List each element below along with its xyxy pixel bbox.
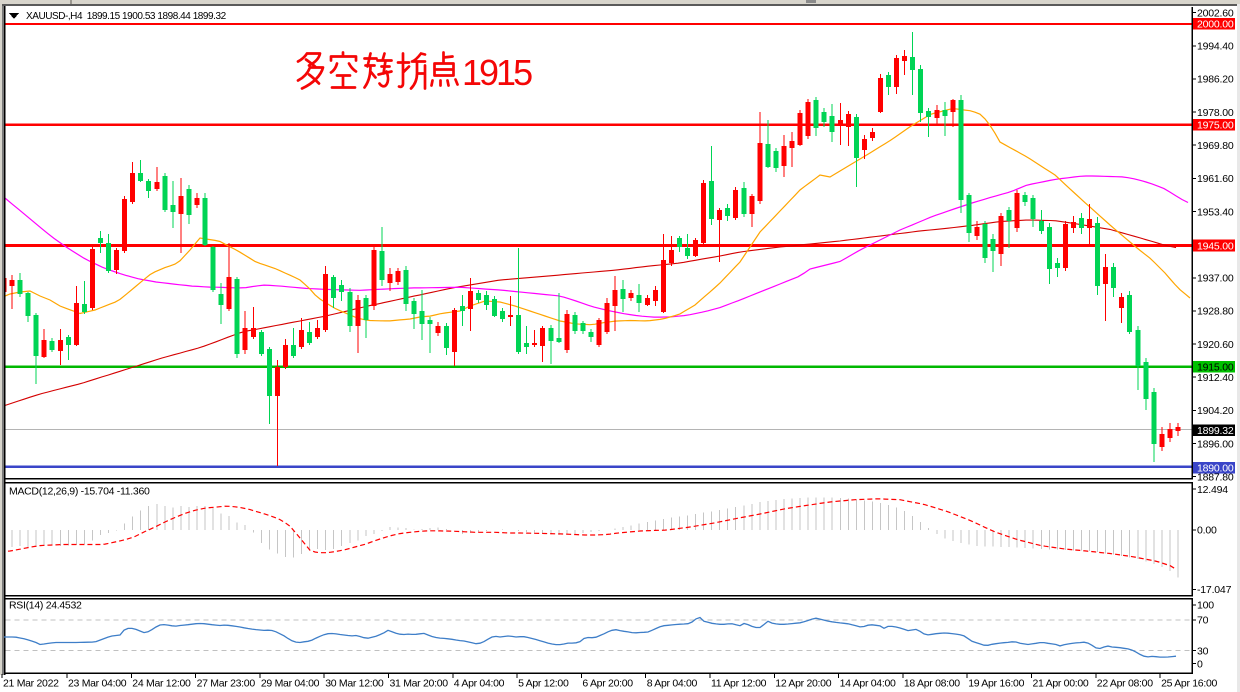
svg-text:1986.20: 1986.20	[1197, 74, 1234, 86]
svg-text:1887.80: 1887.80	[1197, 472, 1234, 484]
svg-text:1961.60: 1961.60	[1197, 173, 1234, 185]
svg-text:-17.047: -17.047	[1197, 584, 1232, 596]
svg-text:1975.00: 1975.00	[1197, 120, 1234, 132]
svg-text:23 Mar 04:00: 23 Mar 04:00	[68, 678, 127, 690]
svg-text:1969.80: 1969.80	[1197, 140, 1234, 152]
svg-text:1915: 1915	[462, 52, 532, 93]
svg-text:XAUUSD-,H4 1899.15 1900.53 18: XAUUSD-,H4 1899.15 1900.53 1898.44 1899.…	[26, 11, 227, 22]
svg-text:21 Mar 2022: 21 Mar 2022	[3, 678, 59, 690]
svg-text:1904.20: 1904.20	[1197, 405, 1234, 417]
svg-text:31 Mar 20:00: 31 Mar 20:00	[390, 678, 449, 690]
svg-text:RSI(14) 24.4532: RSI(14) 24.4532	[9, 600, 82, 612]
svg-text:1899.32: 1899.32	[1197, 425, 1234, 437]
svg-text:1928.80: 1928.80	[1197, 306, 1234, 318]
svg-text:18 Apr 08:00: 18 Apr 08:00	[904, 678, 960, 690]
svg-text:70: 70	[1197, 615, 1209, 627]
svg-text:1945.00: 1945.00	[1197, 240, 1234, 252]
svg-text:22 Apr 08:00: 22 Apr 08:00	[1097, 678, 1153, 690]
svg-text:0: 0	[1197, 658, 1203, 670]
svg-text:1912.40: 1912.40	[1197, 372, 1234, 384]
svg-text:1937.00: 1937.00	[1197, 273, 1234, 285]
svg-text:19 Apr 16:00: 19 Apr 16:00	[968, 678, 1024, 690]
svg-text:1953.40: 1953.40	[1197, 206, 1234, 218]
svg-text:1978.00: 1978.00	[1197, 107, 1234, 119]
svg-text:27 Mar 23:00: 27 Mar 23:00	[197, 678, 256, 690]
svg-text:5 Apr 12:00: 5 Apr 12:00	[518, 678, 569, 690]
svg-text:6 Apr 20:00: 6 Apr 20:00	[582, 678, 633, 690]
svg-text:1920.60: 1920.60	[1197, 339, 1234, 351]
svg-text:0.00: 0.00	[1197, 525, 1217, 537]
svg-text:MACD(12,26,9) -15.704 -11.360: MACD(12,26,9) -15.704 -11.360	[9, 486, 150, 498]
svg-text:30 Mar 12:00: 30 Mar 12:00	[325, 678, 384, 690]
svg-text:25 Apr 16:00: 25 Apr 16:00	[1161, 678, 1217, 690]
svg-text:1915.00: 1915.00	[1197, 361, 1234, 373]
svg-text:2002.60: 2002.60	[1197, 7, 1234, 19]
svg-text:21 Apr 00:00: 21 Apr 00:00	[1033, 678, 1089, 690]
svg-text:1994.40: 1994.40	[1197, 41, 1234, 53]
svg-text:30: 30	[1197, 645, 1209, 657]
svg-text:29 Mar 04:00: 29 Mar 04:00	[261, 678, 320, 690]
svg-text:4 Apr 04:00: 4 Apr 04:00	[454, 678, 505, 690]
svg-text:1896.00: 1896.00	[1197, 438, 1234, 450]
svg-text:1890.00: 1890.00	[1197, 463, 1234, 475]
svg-text:8 Apr 04:00: 8 Apr 04:00	[647, 678, 698, 690]
svg-text:14 Apr 04:00: 14 Apr 04:00	[840, 678, 896, 690]
svg-text:100: 100	[1197, 600, 1214, 612]
svg-text:2000.00: 2000.00	[1197, 19, 1234, 31]
svg-text:12.494: 12.494	[1197, 484, 1228, 496]
svg-text:24 Mar 12:00: 24 Mar 12:00	[132, 678, 191, 690]
svg-text:11 Apr 12:00: 11 Apr 12:00	[711, 678, 767, 690]
svg-text:12 Apr 20:00: 12 Apr 20:00	[775, 678, 831, 690]
